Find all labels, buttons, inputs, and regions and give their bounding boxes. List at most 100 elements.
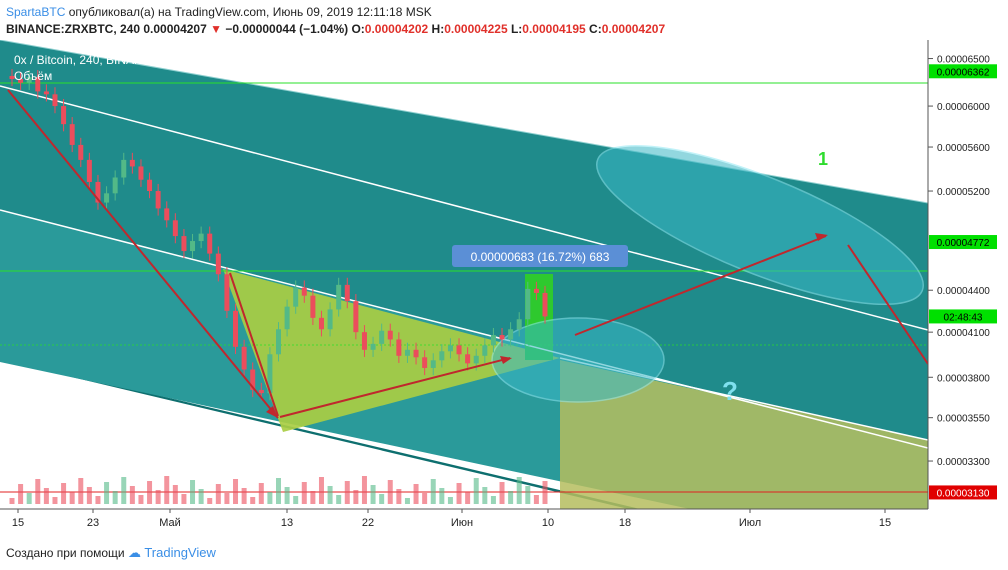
candle-body: [430, 360, 436, 368]
volume-bar: [181, 494, 187, 504]
volume-bar: [301, 482, 307, 504]
tradingview-logo-icon[interactable]: ☁: [127, 545, 141, 560]
candle-body: [129, 159, 135, 167]
arrow-down-right[interactable]: [847, 244, 928, 365]
candle-body: [490, 335, 496, 346]
volume-bar: [387, 480, 393, 504]
candle-body: [542, 292, 548, 317]
candle-body: [404, 349, 410, 356]
close-value: 0.00004207: [601, 22, 666, 36]
arrow-left-edge[interactable]: [229, 272, 279, 417]
volume-bar: [129, 486, 135, 504]
channel-line-upper[interactable]: [0, 40, 928, 204]
annotation-question[interactable]: ?: [722, 376, 738, 406]
x-tick-label: 15: [879, 517, 891, 529]
tradingview-logo-text[interactable]: TradingView: [144, 545, 216, 560]
projection-box[interactable]: [560, 360, 928, 509]
volume-bar: [86, 487, 92, 504]
candle-body: [370, 343, 376, 350]
candle-body: [61, 106, 67, 125]
arrow-up-mid[interactable]: [279, 357, 511, 418]
candle-body: [318, 317, 324, 330]
chart-title: 0x / Bitcoin, 240, BINANCE: [14, 53, 159, 67]
volume-bar: [258, 483, 264, 504]
candle-body: [86, 159, 92, 182]
candle-body: [473, 355, 479, 364]
volume-bar: [241, 488, 247, 504]
volume-bar: [164, 476, 170, 504]
volume-bar: [310, 491, 316, 504]
x-axis-ticks[interactable]: 15 23 Май 13 22 Июн 10 18 Июл 15: [12, 509, 891, 529]
candle-body: [525, 288, 531, 320]
y-tick-label: 0.00006000: [937, 102, 990, 113]
volume-bar: [26, 493, 32, 504]
candle-body: [69, 124, 75, 145]
upper-channel[interactable]: [0, 40, 928, 230]
candle-body: [95, 181, 101, 203]
volume-bar: [293, 496, 299, 504]
down-arrow-icon: ▼: [210, 22, 222, 36]
volume-bar: [465, 492, 471, 504]
drawing-layer: [0, 40, 928, 509]
candle-body: [43, 91, 49, 95]
candle-body: [284, 306, 290, 330]
volume-bar: [18, 484, 24, 504]
price-chart[interactable]: 1 ? 0.00000683 (16.72%) 683 0x / Bitcoin…: [0, 40, 1008, 533]
volume-bar: [379, 494, 385, 504]
candle-body: [465, 354, 471, 364]
x-tick-label: 23: [87, 517, 99, 529]
volume-bar: [250, 497, 256, 504]
channel-line-top[interactable]: [0, 85, 928, 331]
volume-bar: [516, 477, 522, 504]
candle-body: [164, 208, 170, 221]
channel-line-mid[interactable]: [0, 209, 928, 449]
y-tick-label: 0.00004400: [937, 286, 990, 297]
arrow-down-left[interactable]: [7, 89, 279, 419]
candle-body: [26, 77, 32, 83]
arrow-to-target[interactable]: [574, 235, 827, 336]
y-tick-label: 0.00003300: [937, 457, 990, 468]
candle-body: [361, 332, 367, 350]
volume-bar: [284, 487, 290, 504]
candle-body: [353, 301, 359, 333]
candles: [9, 68, 548, 401]
candle-body: [516, 319, 522, 330]
measure-label: 0.00000683 (16.72%) 683: [471, 250, 610, 264]
volume-bar: [404, 498, 410, 504]
volume-bar: [224, 493, 230, 504]
candle-body: [439, 351, 445, 361]
candle-body: [482, 345, 488, 356]
candle-body: [18, 78, 24, 83]
volume-bar: [276, 478, 281, 504]
footer: Создано при помощи ☁ TradingView: [6, 545, 216, 561]
chart-header: SpartaBTC опубликовал(а) на TradingView.…: [0, 0, 1008, 40]
price-marker-bg: [929, 485, 997, 500]
candle-body: [396, 339, 402, 356]
price-markers: 0.00006362 0.00004772 02:48:43 0.00003130: [929, 64, 997, 500]
volume-bar: [318, 477, 324, 504]
volume-bar: [61, 483, 67, 504]
candle-body: [499, 335, 505, 340]
volume-bar: [95, 496, 101, 504]
annotation-1[interactable]: 1: [818, 149, 828, 169]
volume-bar: [439, 488, 445, 504]
open-label: O:: [351, 22, 365, 36]
candle-body: [258, 389, 264, 394]
channel-main[interactable]: [0, 40, 928, 448]
y-axis-ticks[interactable]: 0.00006500 0.00006000 0.00005600 0.00005200…: [928, 55, 990, 468]
current-ellipse[interactable]: [491, 317, 665, 403]
volume-bar: [344, 481, 350, 504]
candle-body: [9, 76, 15, 79]
last-price: 0.00004207: [143, 22, 207, 36]
candle-body: [215, 253, 221, 275]
triangle-pattern[interactable]: [223, 269, 560, 432]
chart-area[interactable]: 1 ? 0.00000683 (16.72%) 683 0x / Bitcoin…: [0, 40, 1008, 533]
author-name[interactable]: SpartaBTC: [6, 5, 66, 19]
published-text: опубликовал(а) на TradingView.com, Июнь …: [68, 5, 432, 19]
low-label: L:: [510, 22, 523, 36]
volume-bar: [370, 485, 376, 504]
candle-body: [387, 330, 393, 340]
candle-body: [35, 77, 41, 92]
high-label: H:: [431, 22, 445, 36]
volume-bar: [267, 492, 273, 504]
